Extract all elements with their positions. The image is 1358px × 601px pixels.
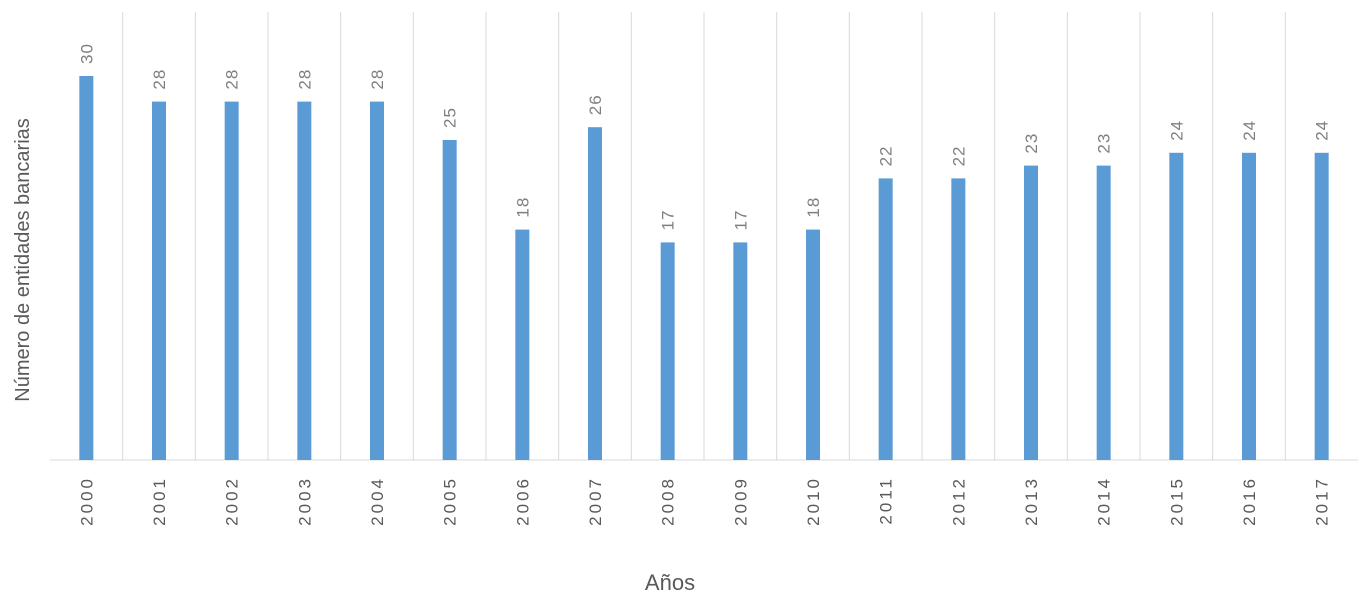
x-tick-label: 2014 [1095,476,1114,526]
value-label: 23 [1095,133,1114,154]
bar [806,229,820,460]
x-axis-title: Años [645,570,695,595]
bar [224,101,239,460]
x-tick-label: 2000 [77,476,96,526]
x-tick-label: 2010 [804,476,823,526]
x-tick-label: 2015 [1167,476,1186,526]
value-label: 18 [513,197,532,218]
bar [79,76,94,460]
value-label: 26 [586,94,605,115]
value-label: 28 [368,69,387,90]
value-label: 30 [77,43,96,64]
bar [878,178,893,460]
bar [1242,152,1256,461]
x-tick-label: 2006 [513,476,532,526]
bar [152,101,166,460]
value-label: 17 [731,209,750,230]
value-label: 22 [949,145,968,166]
bar [1314,152,1329,461]
bar [515,229,530,460]
x-tick-label: 2004 [368,476,387,526]
bar [442,140,457,460]
value-label: 22 [877,145,896,166]
value-label: 24 [1240,120,1259,141]
bar [733,242,748,460]
x-tick-label: 2016 [1240,476,1259,526]
value-label: 24 [1167,120,1186,141]
value-label: 28 [150,69,169,90]
x-tick-label: 2005 [441,476,460,526]
x-tick-label: 2012 [949,476,968,526]
bar [660,242,675,460]
bar [951,178,966,460]
value-label: 18 [804,197,823,218]
x-tick-label: 2009 [731,476,750,526]
value-label: 28 [223,69,242,90]
value-label: 24 [1313,120,1332,141]
bar [1024,165,1038,460]
x-tick-label: 2011 [877,476,896,525]
x-tick-label: 2013 [1022,476,1041,526]
bar [1096,165,1111,460]
x-tick-label: 2007 [586,476,605,526]
value-label: 25 [441,107,460,128]
x-tick-label: 2008 [659,476,678,526]
value-label: 17 [659,209,678,230]
bar [297,101,312,460]
x-tick-label: 2017 [1313,476,1332,526]
bar [1169,152,1184,461]
value-label: 23 [1022,133,1041,154]
bar [370,101,384,460]
x-tick-label: 2001 [150,476,169,526]
x-tick-label: 2002 [223,476,242,526]
x-tick-label: 2003 [295,476,314,526]
y-axis-title: Número de entidades bancarias [12,118,34,402]
value-label: 28 [295,69,314,90]
bar [588,127,602,460]
